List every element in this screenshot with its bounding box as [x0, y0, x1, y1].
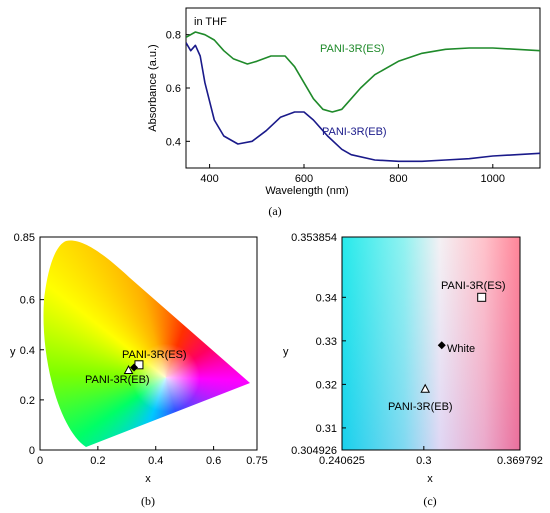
plot-frame	[341, 236, 521, 451]
point-label-es: PANI-3R(ES)	[441, 280, 506, 292]
zoom-x-tick-label: 0.3	[416, 455, 431, 467]
zoom-marker-triangle	[420, 383, 431, 393]
panel-caption-a: (a)	[268, 204, 281, 218]
cie-y-tick-label: 0.6	[20, 295, 35, 307]
series-label-eb: PANI-3R(EB)	[322, 126, 387, 138]
cie-x-tick-label: 0.4	[148, 455, 163, 467]
y-axis-label: Absorbance (a.u.)	[147, 44, 159, 131]
zoom-y-tick-label: 0.32	[316, 379, 337, 391]
zoom-y-tick-label: 0.353854	[291, 232, 337, 244]
y-axis-label: y	[283, 346, 289, 358]
absorbance-x-tick-label: 600	[295, 173, 313, 185]
y-axis-label: y	[10, 346, 16, 358]
zoom-y-tick-label: 0.31	[316, 423, 337, 435]
cie-marker-diamond	[130, 363, 139, 372]
cie-marker-triangle	[123, 364, 134, 375]
zoom-y-tick-label: 0.34	[316, 292, 337, 304]
series-line-es	[186, 31, 540, 113]
zoom-marker-square	[477, 292, 487, 302]
zoom-x-tick-label: 0.240625	[319, 455, 365, 467]
spectral-locus-mask	[40, 237, 257, 450]
cie-x-tick-label: 0.6	[206, 455, 221, 467]
zoomed-color-field-overlay	[342, 237, 520, 450]
zoom-x-tick-label: 0.369792	[497, 455, 543, 467]
point-label-white: White	[447, 343, 475, 355]
zoom-marker-diamond	[437, 341, 446, 350]
plot-frame	[39, 236, 258, 451]
panel-caption-b: (b)	[141, 494, 155, 508]
cie-y-tick-label: 0.2	[20, 395, 35, 407]
absorbance-y-tick-label: 0.6	[166, 83, 181, 95]
cie-y-tick-label: 0	[29, 445, 35, 457]
absorbance-y-tick-label: 0.4	[166, 136, 181, 148]
cie-x-tick-label: 0	[37, 455, 43, 467]
zoom-y-tick-label: 0.33	[316, 336, 337, 348]
absorbance-x-tick-label: 800	[389, 173, 407, 185]
x-axis-label: x	[145, 473, 151, 485]
chromaticity-gamut	[40, 237, 257, 450]
absorbance-x-tick-label: 1000	[481, 173, 505, 185]
cie-y-tick-label: 0.4	[20, 345, 35, 357]
x-axis-label: x	[427, 473, 433, 485]
series-label-es: PANI-3R(ES)	[320, 43, 385, 55]
annotation-label: in THF	[194, 16, 227, 28]
cie-x-tick-label: 0.75	[246, 455, 267, 467]
cie-x-tick-label: 0.2	[90, 455, 105, 467]
cie-y-tick-label: 0.85	[14, 232, 35, 244]
absorbance-y-tick-label: 0.8	[166, 30, 181, 42]
point-label-es: PANI-3R(ES)	[122, 349, 187, 361]
cie-chromaticity-diagram: 0 0.2 0.4 0.6 0.75 0 0.2 0.4 0.6 0.85 PANI-3R(ES…	[10, 232, 268, 508]
point-label-eb: PANI-3R(EB)	[85, 374, 150, 386]
x-axis-label: Wavelength (nm)	[265, 185, 348, 197]
cie-zoomed-diagram: 0.240625 0.3 0.369792 0.304926 0.31 0.32 0.33…	[283, 232, 543, 508]
absorbance-chart: in THF 400 600 800 1000 0.4 0.6 0.8 PANI-3R(E…	[147, 7, 541, 218]
point-label-eb: PANI-3R(EB)	[388, 401, 453, 413]
series-line-eb	[186, 42, 540, 163]
absorbance-x-tick-label: 400	[200, 173, 218, 185]
panel-caption-c: (c)	[423, 494, 436, 508]
zoom-y-tick-label: 0.304926	[291, 445, 337, 457]
